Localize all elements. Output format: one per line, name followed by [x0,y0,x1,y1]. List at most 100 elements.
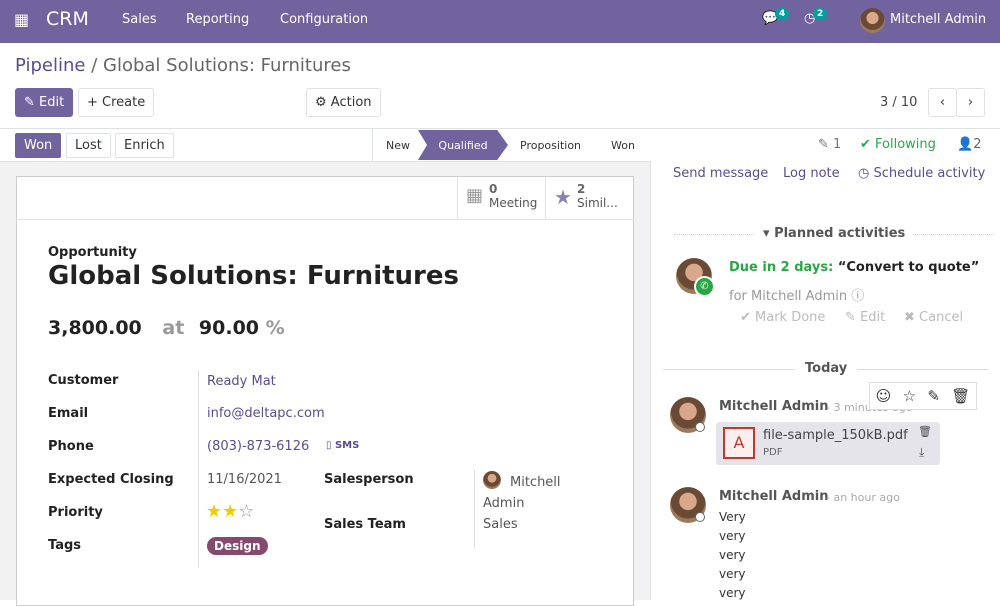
activity-edit-button[interactable]: ✎ Edit [845,310,886,325]
email-label: Email [48,406,89,421]
star-icon: ★ [554,185,572,209]
similar-label: Simil... [577,196,618,210]
stage-bar [372,129,651,161]
user-menu[interactable]: Mitchell Admin [890,12,987,27]
planned-activities-toggle[interactable]: ▾ Planned activities [755,226,914,241]
salesperson-value[interactable]: Mitchell Admin [483,475,561,511]
team-value[interactable]: Sales [483,517,518,532]
pdf-icon: A [723,427,755,459]
field-separator [198,370,199,568]
breadcrumb-separator: / [91,55,98,76]
tag-design[interactable]: Design [207,537,268,555]
activity-assignee: for Mitchell Admin ⓘ [729,285,864,304]
customer-value[interactable]: Ready Mat [207,374,276,389]
activity-summary: “Convert to quote” [837,260,980,275]
sms-button[interactable]: ▯ SMS [326,440,360,451]
activity-cancel-button[interactable]: ✖ Cancel [904,310,964,325]
message-line: very [719,529,746,543]
phone-icon: ✆ [694,276,715,297]
closing-label: Expected Closing [48,472,174,487]
star-icon[interactable]: ☆ [902,387,917,405]
won-button[interactable]: Won [15,133,62,158]
message-author[interactable]: Mitchell Admin [719,399,829,414]
message-actions: ☺ ☆ ✎ 🗑 [869,382,977,410]
field-separator-2 [474,470,475,548]
priority-label: Priority [48,505,103,520]
followers-count: 2 [973,137,982,152]
create-label: Create [102,95,146,110]
pager-previous[interactable]: ‹ [928,88,957,117]
team-label: Sales Team [324,517,406,532]
stage-won[interactable]: Won [611,138,635,152]
breadcrumb-pipeline[interactable]: Pipeline [15,55,86,76]
mark-done-label: Mark Done [755,310,826,325]
meeting-button[interactable]: ▦ 0 Meeting [457,177,545,219]
activity-edit-label: Edit [860,310,886,325]
expected-revenue[interactable]: 3,800.00 [48,317,142,339]
attachment-card[interactable]: A file-sample_150kB.pdf PDF 🗑 ⤓ [716,422,940,465]
lost-button[interactable]: Lost [66,133,111,158]
presence-icon [695,422,705,432]
mark-done-button[interactable]: ✔ Mark Done [740,310,826,325]
schedule-activity-button[interactable]: ◷ Schedule activity [858,166,985,181]
priority-star-2[interactable]: ★ [222,501,239,522]
stage-qualified[interactable]: Qualified [418,130,508,160]
action-button[interactable]: ⚙ Action [306,88,381,117]
attachment-delete-icon[interactable]: 🗑 [918,425,932,438]
menu-sales[interactable]: Sales [122,12,157,27]
priority-star-3[interactable]: ☆ [238,501,255,522]
phone-value[interactable]: (803)-873-6126 [207,439,310,454]
closing-value[interactable]: 11/16/2021 [207,472,282,487]
activity-cancel-label: Cancel [919,310,964,325]
opportunity-name[interactable]: Global Solutions: Furnitures [48,261,459,291]
following-button[interactable]: ✔ Following [860,137,936,152]
apps-menu-icon[interactable]: ▦ [14,10,30,29]
app-name[interactable]: CRM [46,8,89,30]
breadcrumb-current: Global Solutions: Furnitures [103,55,351,76]
pager-next[interactable]: › [956,88,985,117]
calendar-icon: ▦ [466,185,484,206]
pager-value: 3 / 10 [880,95,918,110]
edit-label: Edit [39,95,65,110]
pencil-icon[interactable]: ✎ [927,387,940,405]
message-author[interactable]: Mitchell Admin [719,489,829,504]
info-icon[interactable]: ⓘ [851,289,865,304]
stage-proposition[interactable]: Proposition [520,138,582,152]
stage-new[interactable]: New [386,138,410,152]
activities-badge: 2 [813,8,828,20]
probability[interactable]: 90.00 [198,317,260,339]
send-message-button[interactable]: Send message [673,166,769,181]
button-box-divider [16,219,634,220]
divider [0,128,1000,129]
activities-icon[interactable]: ◷ [804,11,816,26]
enrich-button[interactable]: Enrich [115,133,174,158]
followers-button[interactable]: 👤2 [957,137,981,152]
phone-label: Phone [48,439,94,454]
message-time: - an hour ago [826,491,900,504]
revenue-row: 3,800.00 at 90.00 % [48,317,285,339]
menu-reporting[interactable]: Reporting [186,12,250,27]
at-label: at [162,317,185,339]
email-value[interactable]: info@deltapc.com [207,406,325,421]
messages-icon[interactable]: 💬 [762,11,779,26]
activity-for: for Mitchell Admin [729,289,848,304]
create-button[interactable]: + Create [78,88,155,117]
trash-icon[interactable]: 🗑 [951,387,971,405]
customer-label: Customer [48,373,119,388]
schedule-label: Schedule activity [873,166,986,181]
navbar: ▦ CRM Sales Reporting Configuration 💬 4 … [0,0,1000,43]
user-avatar[interactable] [860,8,885,33]
download-icon[interactable]: ⤓ [919,445,925,459]
emoji-icon[interactable]: ☺ [875,387,892,405]
tags-label: Tags [48,538,82,553]
breadcrumb: Pipeline / Global Solutions: Furnitures [15,55,351,76]
message-line: very [719,586,746,600]
attachments-button[interactable]: ✎ 1 [818,137,841,152]
following-label: Following [875,137,936,152]
priority-star-1[interactable]: ★ [206,501,223,522]
log-note-button[interactable]: Log note [783,166,840,181]
paperclip-icon: ✎ [818,137,829,152]
edit-button[interactable]: ✎ Edit [15,88,74,117]
similar-button[interactable]: ★ 2 Simil... [545,177,633,219]
menu-configuration[interactable]: Configuration [280,12,369,27]
